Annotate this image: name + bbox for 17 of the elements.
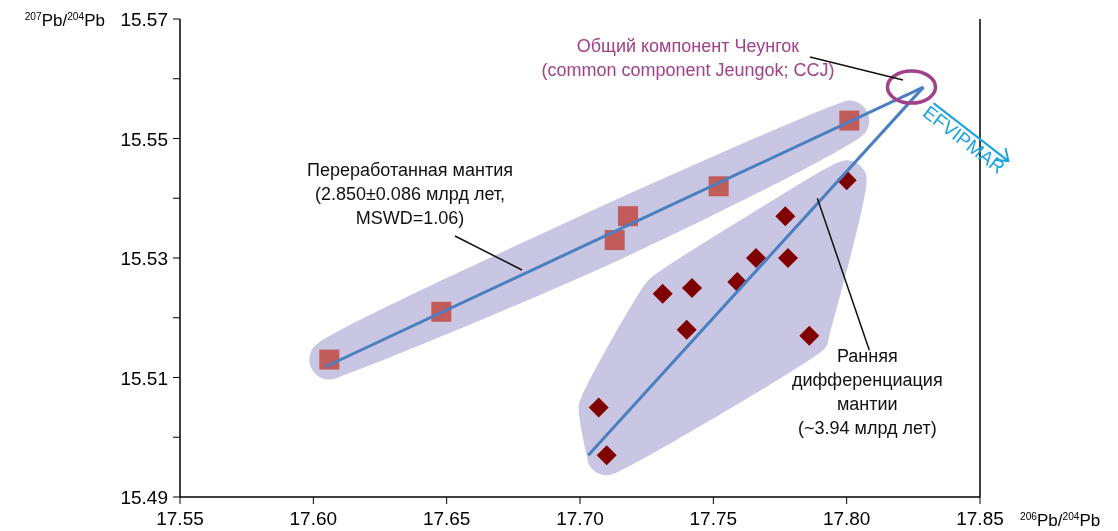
y-tick-label: 15.53 [120, 248, 168, 269]
annotation: Переработанная мантия (2.850±0.086 млрд лет, MSWD=1.06) [307, 160, 513, 228]
x-tick-label: 17.80 [822, 508, 871, 529]
y-tick-label: 15.49 [120, 487, 168, 508]
x-tick-label: 17.85 [956, 508, 1004, 529]
y-tick-label: 15.57 [120, 9, 168, 30]
x-tick-label: 17.65 [422, 508, 471, 529]
y-axis-title: $^{207}$Pb/$^{204}$Pb [24, 11, 105, 30]
x-tick-label: 17.55 [156, 508, 204, 529]
x-tick-label: 17.70 [556, 508, 604, 529]
x-tick-label: 17.75 [689, 508, 738, 529]
y-tick-label: 15.55 [120, 128, 168, 150]
annotation: Общий компонент Чеунгок (common component Jeungok; CCJ) [541, 36, 835, 80]
x-tick-label: 17.60 [289, 508, 338, 529]
annotation: Ранняя дифференциация мантии (~3.94 млрд лет) [792, 346, 943, 439]
x-axis-title: $^{206}$Pb/$^{204}$Pb [1020, 511, 1101, 530]
y-tick-label: 15.51 [120, 367, 168, 389]
